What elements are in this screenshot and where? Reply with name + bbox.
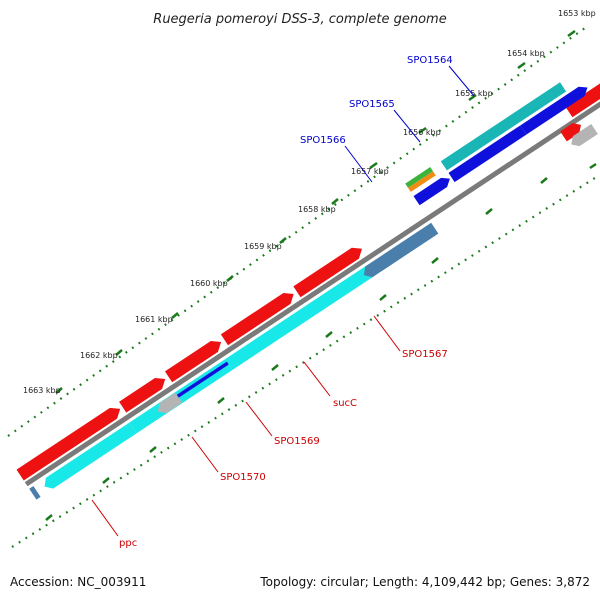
accession-text: Accession: NC_003911 <box>10 575 147 589</box>
outer-major-ticks <box>55 29 576 394</box>
scale-label-1663: 1663 kbp <box>23 386 61 395</box>
scale-label-1662: 1662 kbp <box>80 351 118 360</box>
callout-lines <box>91 65 475 537</box>
label-spo1569: SPO1569 <box>274 436 320 447</box>
map-title: Ruegeria pomeroyi DSS-3, complete genome <box>153 12 446 27</box>
forward-strand-genes <box>16 72 600 481</box>
inner-major-ticks <box>45 162 597 521</box>
gene-arrow-ppc-reverse <box>44 422 137 489</box>
feature-orange <box>407 171 436 192</box>
scale-label-1653: 1653 kbp <box>558 9 596 18</box>
gene-arrow-spo1567 <box>293 247 363 298</box>
feature-tracks <box>16 72 600 500</box>
label-spo1567: SPO1567 <box>402 349 448 360</box>
label-ppc: ppc <box>119 538 137 549</box>
gene-arrow-ppc <box>16 407 121 481</box>
gene-arrow-spo1569 <box>164 341 222 383</box>
gene-arrow-spo1570 <box>119 378 166 413</box>
gene-arrow-gray-small <box>157 392 183 414</box>
gene-arrow-gray-right <box>571 124 598 147</box>
gene-arrow-small-right <box>560 123 581 142</box>
gene-labels: SPO1564 SPO1565 SPO1566 SPO1567 sucC SPO… <box>119 55 453 549</box>
inner-scale-track <box>11 175 599 548</box>
gene-arrow-spo1566 <box>413 177 450 206</box>
genome-backbone <box>24 84 600 487</box>
reverse-strand-genes <box>29 124 598 500</box>
label-spo1564: SPO1564 <box>407 55 453 66</box>
gene-arrow-spo1565 <box>448 125 527 183</box>
scale-label-1660: 1660 kbp <box>190 279 228 288</box>
label-spo1570: SPO1570 <box>220 472 266 483</box>
scale-label-1661: 1661 kbp <box>135 315 173 324</box>
gene-arrow-succ <box>220 293 294 346</box>
gene-arrow-far-right <box>565 72 600 118</box>
label-spo1565: SPO1565 <box>349 99 395 110</box>
outer-scale-track <box>7 27 586 437</box>
scale-label-1655: 1655 kbp <box>455 89 493 98</box>
scale-label-1659: 1659 kbp <box>244 242 282 251</box>
gene-arrow-steel <box>363 222 439 278</box>
gene-arrow-cyan-long <box>225 265 375 370</box>
feature-green <box>405 167 434 188</box>
scale-label-1658: 1658 kbp <box>298 205 336 214</box>
label-spo1566: SPO1566 <box>300 135 346 146</box>
scale-labels: 1653 kbp 1654 kbp 1655 kbp 1656 kbp 1657… <box>23 9 596 395</box>
gene-arrow-leftmost <box>29 486 41 500</box>
genome-summary-text: Topology: circular; Length: 4,109,442 bp… <box>260 575 590 589</box>
scale-label-1654: 1654 kbp <box>507 49 545 58</box>
scale-label-1656: 1656 kbp <box>403 128 441 137</box>
gene-arrow-blue-thin <box>176 360 231 398</box>
gene-arrow-spo1564-blue <box>520 86 588 135</box>
gene-arrow-spo1564 <box>440 82 567 171</box>
label-succ: sucC <box>333 398 357 409</box>
upper-track-features <box>405 82 588 206</box>
scale-label-1657: 1657 kbp <box>351 167 389 176</box>
